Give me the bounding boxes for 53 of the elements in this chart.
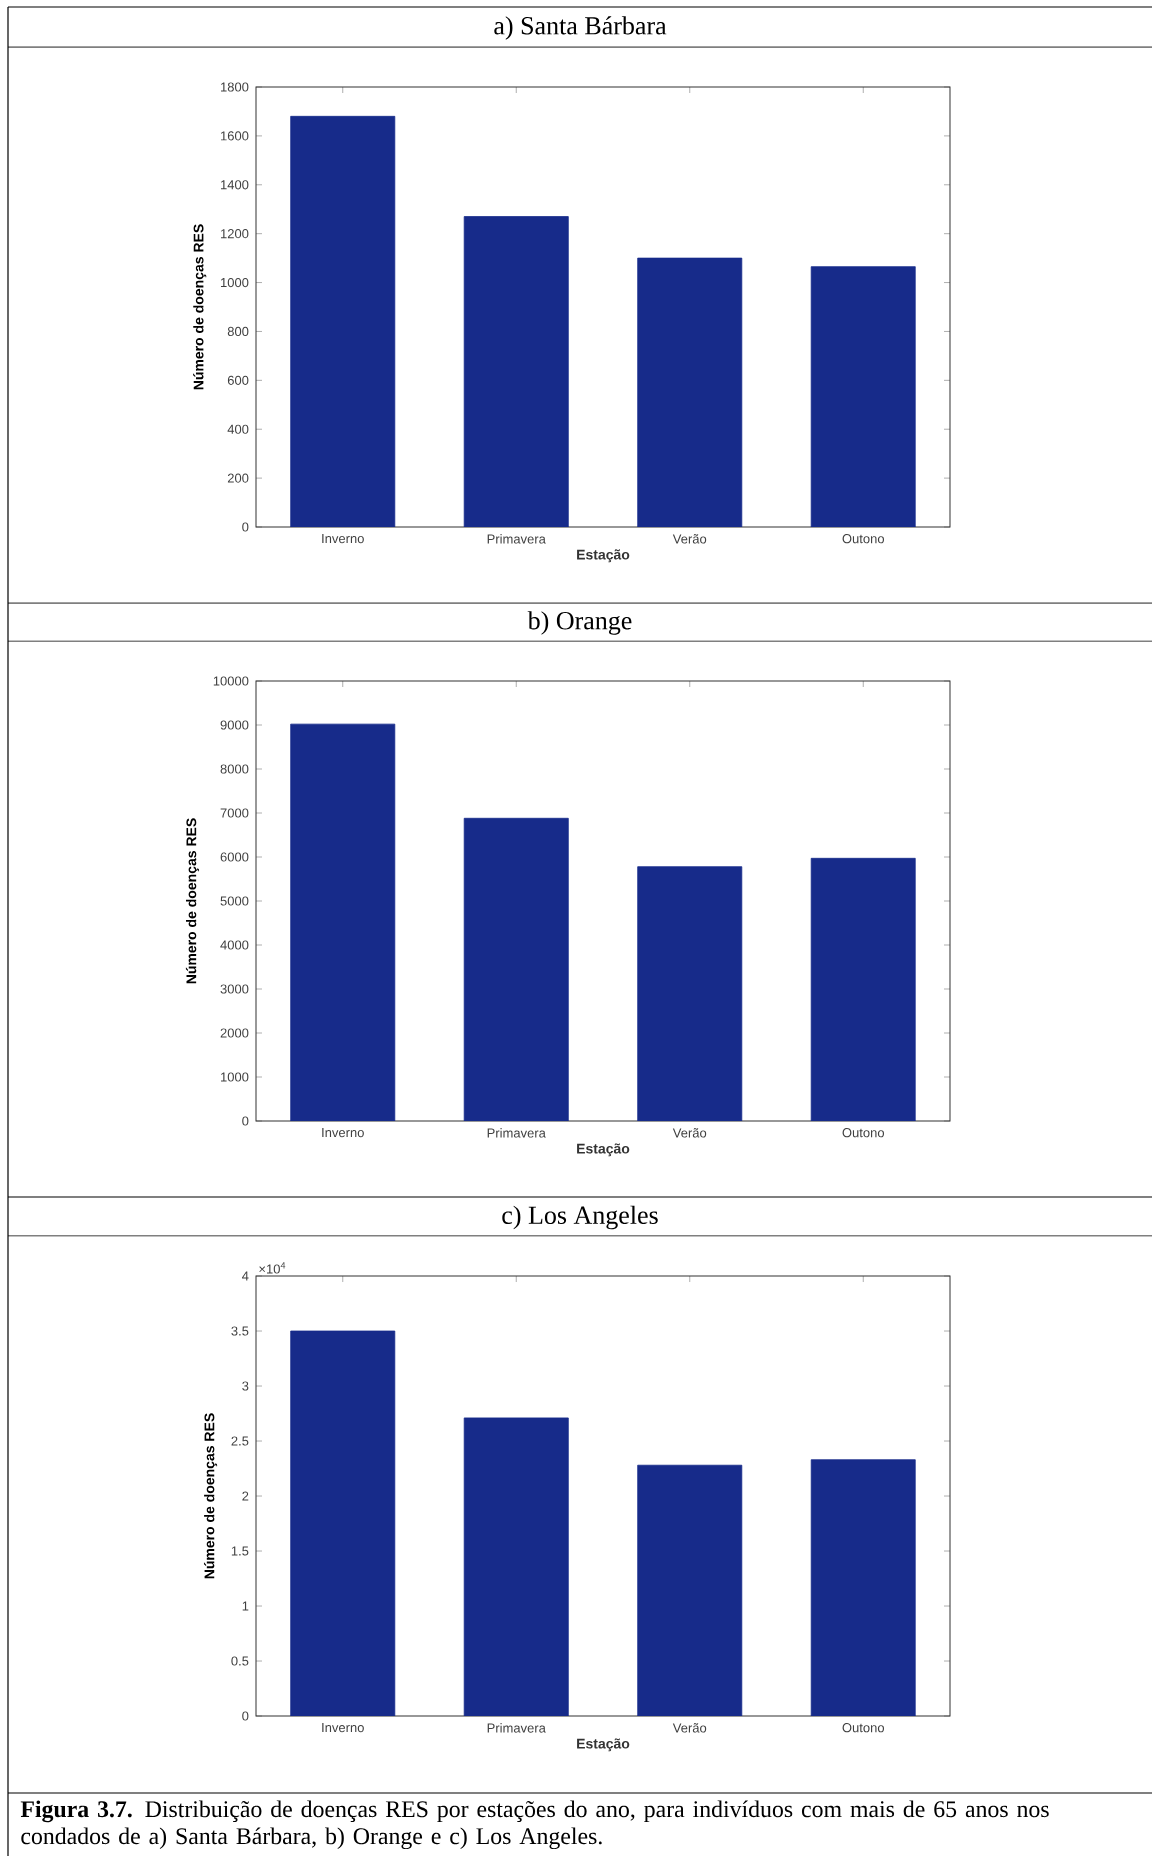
x-axis-title: Estação — [577, 1738, 630, 1752]
text: ×10$^{4}$ — [259, 1262, 286, 1274]
y-tick-label: 1600 — [221, 131, 249, 141]
y-tick-label: 1400 — [221, 180, 249, 190]
x-tick-label: Primavera — [487, 1723, 546, 1733]
y-tick-label: 3.5 — [231, 1326, 249, 1336]
y-tick-label: 3000 — [220, 984, 249, 994]
y-tick-label: 1000 — [221, 1072, 249, 1082]
y-tick-label: 10000 — [213, 676, 249, 686]
x-tick-label: Inverno — [322, 1128, 364, 1138]
chart-title: c) Los Angeles — [502, 1205, 658, 1230]
x-tick-label: Verão — [672, 1128, 707, 1138]
y-tick-label: 1000 — [221, 277, 249, 288]
y-tick-label: 9000 — [220, 720, 249, 730]
y-tick-label: 400 — [227, 424, 249, 434]
y-tick-label: 1.5 — [231, 1546, 249, 1556]
y-tick-label: 3 — [242, 1381, 249, 1391]
y-tick-label: 1 — [242, 1601, 249, 1611]
y-tick-label: 5000 — [220, 896, 249, 906]
y-tick-label: 800 — [227, 326, 249, 337]
y-tick-label: 4 — [242, 1271, 249, 1281]
y-tick-label: 2 — [242, 1491, 249, 1501]
chart-title: b) Orange — [527, 611, 632, 635]
x-tick-label: Inverno — [322, 1723, 364, 1733]
x-tick-label: Outono — [842, 534, 885, 544]
y-tick-label: 6000 — [220, 852, 249, 862]
text: Figura 3.7. Distribuição de doenças RES por estações do ano, para indivíduos com mais de 65 anos nos condados de a) Santa Bárbara, b) Orange e c) Los Angeles. — [20, 1800, 1049, 1850]
chart-title: a) Santa Bárbara — [494, 16, 667, 40]
x-tick-label: Verão — [672, 534, 707, 544]
x-tick-label: Outono — [842, 1128, 885, 1138]
y-tick-label: 0 — [242, 1116, 249, 1126]
y-tick-label: 0 — [242, 522, 249, 532]
y-tick-label: 200 — [227, 473, 249, 483]
y-tick-label: 1200 — [221, 229, 249, 239]
x-axis-title: Estação — [577, 1143, 630, 1157]
x-tick-label: Inverno — [322, 534, 364, 544]
x-axis-title: Estação — [577, 549, 630, 563]
y-axis-title: Número de doenças RES — [185, 818, 200, 984]
y-tick-label: 1800 — [221, 82, 249, 92]
x-tick-label: Outono — [842, 1723, 885, 1733]
y-tick-label: 0 — [242, 1711, 249, 1721]
y-axis-title: Número de doenças RES — [193, 224, 207, 390]
x-tick-label: Primavera — [487, 534, 546, 544]
y-tick-label: 8000 — [220, 764, 249, 774]
y-tick-label: 2.5 — [231, 1436, 249, 1446]
y-tick-label: 7000 — [220, 808, 249, 818]
x-tick-label: Verão — [672, 1723, 707, 1733]
y-tick-label: 600 — [227, 375, 249, 385]
y-tick-label: 2000 — [220, 1028, 249, 1038]
y-axis-title: Número de doenças RES — [203, 1413, 218, 1579]
y-tick-label: 0.5 — [231, 1656, 249, 1666]
y-tick-label: 4000 — [220, 940, 249, 950]
x-tick-label: Primavera — [487, 1128, 546, 1138]
